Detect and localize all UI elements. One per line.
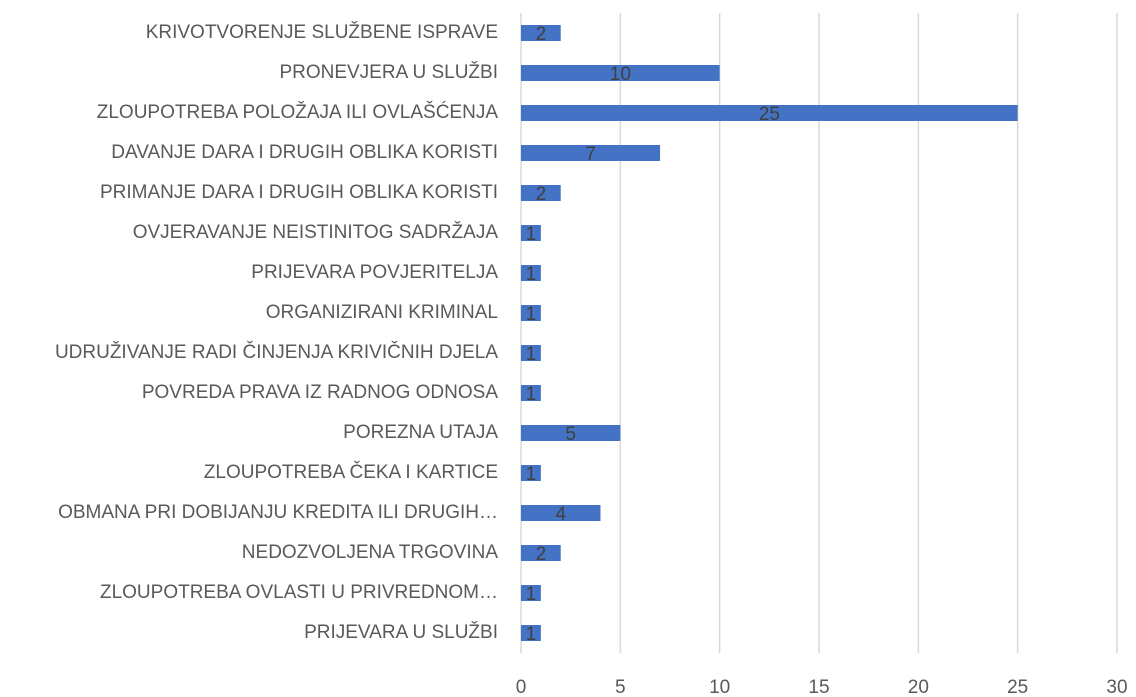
x-tick-label: 30 xyxy=(1106,677,1127,697)
x-tick-label: 15 xyxy=(808,677,829,697)
data-label: 4 xyxy=(555,504,566,525)
data-label: 2 xyxy=(536,184,547,205)
bar xyxy=(521,65,720,81)
y-tick-label: KRIVOTVORENJE SLUŽBENE ISPRAVE xyxy=(146,21,498,43)
y-tick-label: PRONEVJERA U SLUŽBI xyxy=(279,61,498,83)
data-label: 1 xyxy=(526,224,537,245)
y-tick-label: UDRUŽIVANJE RADI ČINJENJA KRIVIČNIH DJEL… xyxy=(55,341,498,363)
data-label: 1 xyxy=(526,384,537,405)
y-tick-label: POVREDA PRAVA IZ RADNOG ODNOSA xyxy=(142,382,498,403)
data-label: 1 xyxy=(526,584,537,605)
y-tick-label: PRIJEVARA U SLUŽBI xyxy=(304,621,498,643)
y-tick-label: NEDOZVOLJENA TRGOVINA xyxy=(242,542,499,563)
y-tick-label: PRIMANJE DARA I DRUGIH OBLIKA KORISTI xyxy=(100,182,498,203)
data-label: 2 xyxy=(536,24,547,45)
bar xyxy=(521,465,541,481)
bar xyxy=(521,305,541,321)
data-label: 2 xyxy=(536,544,547,565)
bar xyxy=(521,385,541,401)
bar xyxy=(521,505,601,521)
x-tick-label: 25 xyxy=(1007,677,1028,697)
bar xyxy=(521,25,561,41)
y-tick-label: POREZNA UTAJA xyxy=(343,422,498,443)
x-tick-label: 10 xyxy=(709,677,730,697)
data-label: 7 xyxy=(585,144,596,165)
bar xyxy=(521,185,561,201)
data-label: 1 xyxy=(526,464,537,485)
data-label: 10 xyxy=(610,64,631,85)
data-label: 1 xyxy=(526,264,537,285)
y-tick-label: ZLOUPOTREBA OVLASTI U PRIVREDNOM… xyxy=(100,582,498,603)
bar xyxy=(521,625,541,641)
y-tick-label: ZLOUPOTREBA POLOŽAJA ILI OVLAŠĆENJA xyxy=(97,101,499,123)
bar xyxy=(521,105,1018,121)
y-tick-label: DAVANJE DARA I DRUGIH OBLIKA KORISTI xyxy=(111,142,498,163)
bar xyxy=(521,425,621,441)
bar xyxy=(521,145,661,161)
data-label: 1 xyxy=(526,624,537,645)
data-label: 1 xyxy=(526,344,537,365)
y-tick-label: OVJERAVANJE NEISTINITOG SADRŽAJA xyxy=(133,221,499,243)
data-label: 5 xyxy=(565,424,576,445)
bar xyxy=(521,345,541,361)
y-tick-label: ORGANIZIRANI KRIMINAL xyxy=(266,302,498,323)
data-label: 25 xyxy=(759,104,780,125)
bar xyxy=(521,265,541,281)
x-tick-label: 0 xyxy=(516,677,527,697)
y-tick-label: ZLOUPOTREBA ČEKA I KARTICE xyxy=(204,461,498,483)
x-tick-label: 20 xyxy=(908,677,929,697)
x-tick-label: 5 xyxy=(615,677,626,697)
y-tick-label: OBMANA PRI DOBIJANJU KREDITA ILI DRUGIH… xyxy=(58,502,498,523)
bar xyxy=(521,585,541,601)
y-tick-label: PRIJEVARA POVJERITELJA xyxy=(251,262,498,283)
bar xyxy=(521,545,561,561)
bar xyxy=(521,225,541,241)
data-label: 1 xyxy=(526,304,537,325)
